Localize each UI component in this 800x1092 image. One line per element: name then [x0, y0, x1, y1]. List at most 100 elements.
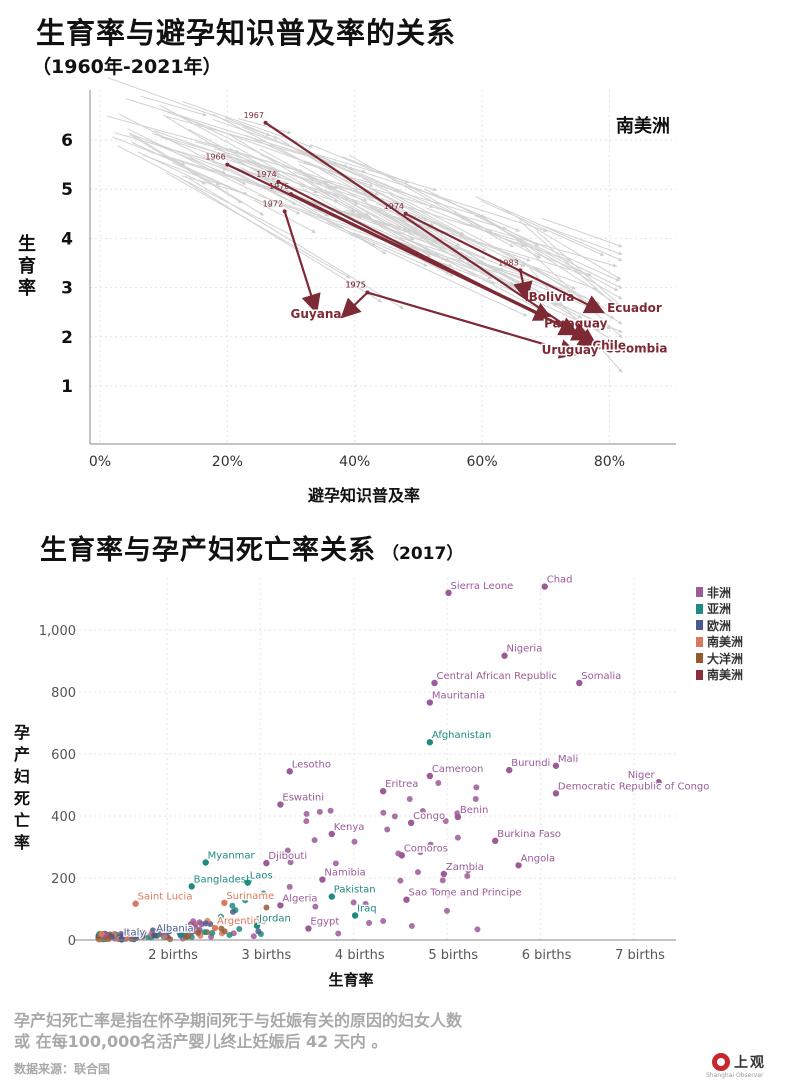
chart1-background-line [140, 95, 207, 117]
chart2-point [366, 919, 373, 926]
chart1-y-tick-label: 1 [61, 377, 73, 397]
chart2-point-laos [244, 879, 251, 886]
chart1-background-line [307, 161, 420, 228]
chart2-point-label: Eswatini [282, 793, 324, 804]
chart2-point [226, 931, 233, 938]
chart2-legend-label: 亚洲 [707, 602, 732, 617]
chart1-start-year: 1975 [345, 281, 365, 290]
chart2-y-axis-label: 妇 [14, 767, 30, 786]
chart1-background-line [432, 221, 526, 267]
chart1-subtitle: （1960年-2021年） [32, 56, 222, 78]
logo-icon [712, 1053, 730, 1071]
chart2-y-tick-label: 400 [51, 810, 76, 825]
chart2-point [189, 928, 196, 935]
chart1-background-line [306, 150, 437, 192]
chart2-y-axis-label: 孕 [14, 723, 30, 742]
chart1-background-line [475, 196, 623, 262]
chart2-x-axis-label: 生育率 [328, 971, 373, 989]
chart1-background-line [309, 151, 466, 220]
chart2-legend-item: 南美洲 [696, 667, 743, 684]
chart2-point-eritrea [379, 788, 387, 795]
chart1-background-line [260, 148, 412, 233]
chart2-point-argentina [211, 924, 219, 932]
chart1-start-year: 1974 [384, 202, 404, 211]
chart1-start-year: 1983 [498, 258, 518, 267]
chart2-point-afghanistan [426, 739, 434, 746]
chart2-point [135, 928, 142, 935]
chart2-point [229, 902, 236, 909]
chart2-point [263, 904, 270, 911]
chart2-y-tick-label: 0 [68, 934, 76, 949]
chart1-start-year: 1972 [263, 199, 283, 208]
data-source: 数据来源：联合国 [14, 1062, 111, 1076]
chart1-background-line [503, 229, 619, 292]
chart2-point [209, 929, 216, 936]
chart1-background-line [303, 178, 370, 217]
chart2-point-jordan [253, 922, 261, 929]
chart2-point [255, 928, 262, 935]
chart2-point [417, 849, 424, 856]
chart2-legend-item: 非洲 [696, 584, 743, 601]
chart1-y-tick-label: 5 [61, 180, 73, 200]
chart2-point [201, 929, 208, 936]
chart2-point [427, 841, 434, 848]
chart1-background-line [541, 217, 623, 248]
chart2-point-myanmar [202, 859, 209, 866]
chart1-background-line [303, 174, 359, 205]
chart2-point-label: Sierra Leone [451, 581, 514, 592]
chart2-point [164, 927, 171, 934]
footnote: 孕产妇死亡率是指在怀孕期间死于与妊娠有关的原因的妇女人数 或 在每100,000… [14, 1010, 462, 1052]
chart2-point-label: Somalia [581, 671, 621, 682]
chart1-background-line [302, 211, 528, 317]
footnote-line2: 或 在每100,000名活产婴儿终止妊娠后 42 天内 。 [14, 1032, 388, 1051]
chart2-point [133, 934, 140, 941]
chart2-y-tick-label: 600 [51, 748, 76, 763]
chart2-legend-item: 南美洲 [696, 634, 743, 651]
chart2-title-text: 生育率与孕产妇死亡率关系 [40, 535, 376, 566]
chart1-x-tick-label: 20% [212, 454, 243, 470]
chart2-legend-label: 非洲 [707, 585, 732, 600]
chart1-background-line [537, 223, 623, 256]
chart1-background-line [469, 223, 618, 268]
chart2-point-label: Angola [521, 853, 556, 864]
chart2-legend-item: 欧洲 [696, 617, 743, 634]
chart1-background-line [501, 207, 622, 280]
chart1-background-line [119, 113, 297, 206]
chart2-axes: 2 births 3 births 4 births 5 births 6 births… [14, 624, 676, 989]
chart2-point-bangladesh [188, 883, 195, 890]
chart2-point-democratic-republic-of-congo [552, 790, 560, 797]
chart2-points: Sierra Leone Chad Nigeria Somalia Central Af… [95, 573, 711, 943]
chart2-point-label: Cameroon [432, 764, 483, 775]
brand-logo: 上观 [712, 1052, 766, 1072]
chart2-point-label: Algeria [282, 893, 317, 904]
chart2-point-label: Laos [250, 871, 273, 882]
chart2-point-label: Afghanistan [432, 730, 492, 741]
chart2-point-lesotho [286, 768, 293, 775]
chart1-background-line [180, 177, 383, 303]
chart1-background-line [159, 104, 356, 213]
chart2-point-somalia [576, 679, 583, 687]
chart2-x-tick-label: 7 births [615, 948, 665, 963]
chart1-background-line [253, 199, 316, 234]
chart2-point-djibouti [263, 859, 270, 867]
chart2-point-pakistan [328, 893, 335, 900]
chart1-highlight-arrows: 1972 Guyana 1975 1983 Bolivia 1974 Ecuador 1976… [205, 111, 669, 359]
chart1-background-line [137, 151, 207, 185]
chart2-point [397, 877, 404, 884]
chart2-legend-label: 欧洲 [707, 618, 732, 633]
chart2-point-burkina-faso [492, 837, 499, 844]
chart1-background-line [259, 154, 328, 184]
chart1-background-line [399, 237, 573, 295]
chart2-point-label: Mali [558, 754, 578, 765]
chart2-point [335, 930, 342, 937]
footnote-line1: 孕产妇死亡率是指在怀孕期间死于与妊娠有关的原因的妇女人数 [14, 1011, 463, 1030]
chart2-legend: 非洲 亚洲 欧洲 南美洲 大洋洲 南美洲 [696, 584, 743, 683]
chart2-point-label: Namibia [324, 868, 365, 879]
chart1-background-line [516, 238, 623, 339]
chart2-point-niger [655, 779, 662, 786]
chart2-point-congo [407, 819, 415, 827]
chart1-start-dot [263, 120, 268, 125]
chart2-legend-item: 亚洲 [696, 601, 743, 618]
chart2-point-label: Benin [460, 805, 488, 816]
